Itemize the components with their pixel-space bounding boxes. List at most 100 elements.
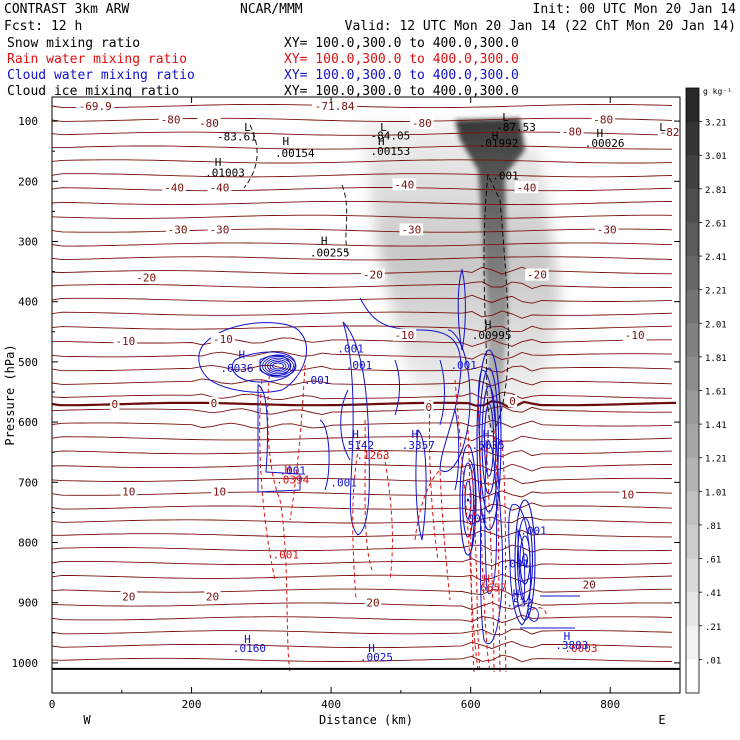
isotherm-line: [51, 588, 673, 596]
cloud-water-core: [259, 354, 297, 378]
isotherm-line: [51, 490, 673, 499]
isotherm-line: [51, 310, 673, 319]
snow-label: -87.53: [496, 121, 536, 134]
colorbar-label: 2.01: [705, 320, 727, 330]
cloud-water-label: .001: [279, 464, 306, 477]
isotherm-label-bg: [514, 181, 539, 194]
isotherm-label-bg: [581, 578, 598, 591]
isotherm-label-bg: [207, 223, 232, 236]
colorbar-label: 1.61: [705, 388, 727, 398]
rain-water-contour: [352, 439, 361, 601]
field-name: Snow mixing ratio: [7, 36, 140, 51]
colorbar-label: 2.61: [705, 219, 727, 229]
colorbar-swatch: [686, 491, 699, 526]
colorbar-label: 1.21: [705, 455, 727, 465]
colorbar-swatch: [686, 356, 699, 391]
isotherm-label-bg: [560, 125, 584, 138]
isotherm-label-bg: [207, 181, 232, 194]
isotherm-label-bg: [165, 223, 190, 236]
isotherm-label-bg: [204, 590, 221, 603]
colorbar-swatch: [686, 155, 699, 190]
colorbar-label: 3.21: [705, 119, 727, 129]
colorbar-label: .61: [705, 556, 721, 566]
colorbar-label: 2.81: [705, 186, 727, 196]
cloud-water-label: .532: [506, 597, 533, 610]
cloud-water-core: [272, 362, 284, 370]
figure-header: CONTRAST 3km ARW NCAR/MMM Init: 00 UTC M…: [4, 2, 736, 99]
cloud-water-contour: [319, 419, 330, 491]
isotherm-label-bg: [424, 401, 434, 414]
colorbar: 3.21 3.01 2.81 2.61 2.41 2.21 2.01 1.81 1.61 1.41…: [685, 87, 732, 694]
isotherm-label: -69.9: [79, 100, 112, 113]
cloud-water-label: .001: [503, 558, 530, 571]
isotherm-line: [51, 377, 673, 387]
cloud-water-core: [483, 403, 495, 477]
field-legend: Snow mixing ratio XY= 100.0,300.0 to 400.…: [7, 36, 519, 99]
isotherm-line: [51, 544, 673, 553]
isotherm-label: -80: [412, 117, 432, 130]
cloud-water-label: .3357: [402, 439, 435, 452]
colorbar-label: 2.41: [705, 253, 727, 263]
rain-water-contour: [383, 454, 393, 581]
colorbar-swatch: [686, 659, 699, 694]
x-tick-label: 800: [600, 698, 620, 711]
x-tick-label: 0: [49, 698, 56, 711]
colorbar-swatch: [686, 457, 699, 492]
isotherm-label: -40: [394, 178, 414, 191]
x-tick-label: 200: [182, 698, 202, 711]
snow-label: H: [378, 135, 385, 148]
isotherm-label-bg: [211, 333, 235, 346]
isotherm-line: [51, 516, 673, 525]
isotherm-label: 20: [583, 579, 596, 592]
plot-area: -69.9 -71.84 -80 -80 -80 -80 -80 -82 -40 -40 -40 -4…: [51, 96, 682, 694]
y-tick-label: 700: [18, 476, 38, 489]
isotherm-line: [51, 391, 673, 401]
rain-water-contour: [289, 364, 306, 521]
isotherm-label: -40: [164, 181, 184, 194]
colorbar-unit: g kg⁻¹: [703, 87, 732, 96]
cloud-water-contour: [457, 268, 466, 351]
rain-water-contour: [414, 468, 451, 601]
isotherm-line: [51, 228, 673, 233]
isotherm-label-bg: [622, 328, 647, 341]
rain-water-contour: [531, 607, 547, 619]
rain-water-contour: [467, 429, 475, 673]
isotherm-line: [51, 502, 673, 511]
rain-water-contour: [267, 367, 291, 673]
cloud-water-label: .0160: [233, 642, 266, 655]
isotherm-label: 20: [366, 597, 379, 610]
isotherm-label-bg: [134, 271, 158, 284]
snow-label: L: [502, 111, 509, 124]
isotherm-label: -82: [660, 126, 680, 139]
colorbar-swatch: [686, 390, 699, 425]
cloud-water-core: [481, 385, 497, 495]
isotherm-label-bg: [209, 396, 219, 409]
isotherm-line: [51, 214, 673, 219]
cloud-water-core: [516, 517, 534, 603]
cloud-water-label: H: [368, 642, 375, 655]
cloud-water-core: [466, 498, 470, 502]
isotherm-line: [51, 173, 673, 178]
isotherm-label-bg: [120, 590, 137, 603]
isotherm-label: 10: [213, 485, 226, 498]
isotherm-label: -30: [597, 223, 617, 236]
y-tick-label: 1000: [12, 657, 39, 670]
snow-label: -84.05: [371, 130, 411, 143]
snow-contour-upper: [243, 124, 349, 256]
snow-label: H: [321, 234, 328, 247]
isotherm-label-bg: [591, 113, 616, 126]
x-tick-label: 600: [461, 698, 481, 711]
snow-label: .00255: [310, 246, 350, 259]
rain-label: .1263: [356, 449, 389, 462]
isotherm-label-bg: [657, 125, 682, 138]
isotherm-label-bg: [211, 485, 228, 498]
isotherm-label-bg: [392, 328, 417, 341]
colorbar-swatch: [686, 592, 699, 627]
cloud-water-label: .001: [304, 374, 331, 387]
colorbar-label: .81: [705, 522, 721, 532]
cloud-water-label: .3883: [555, 639, 588, 652]
isotherm-label: 10: [621, 488, 634, 501]
snow-label: .01992: [479, 137, 519, 150]
isotherm-label: -30: [210, 223, 230, 236]
